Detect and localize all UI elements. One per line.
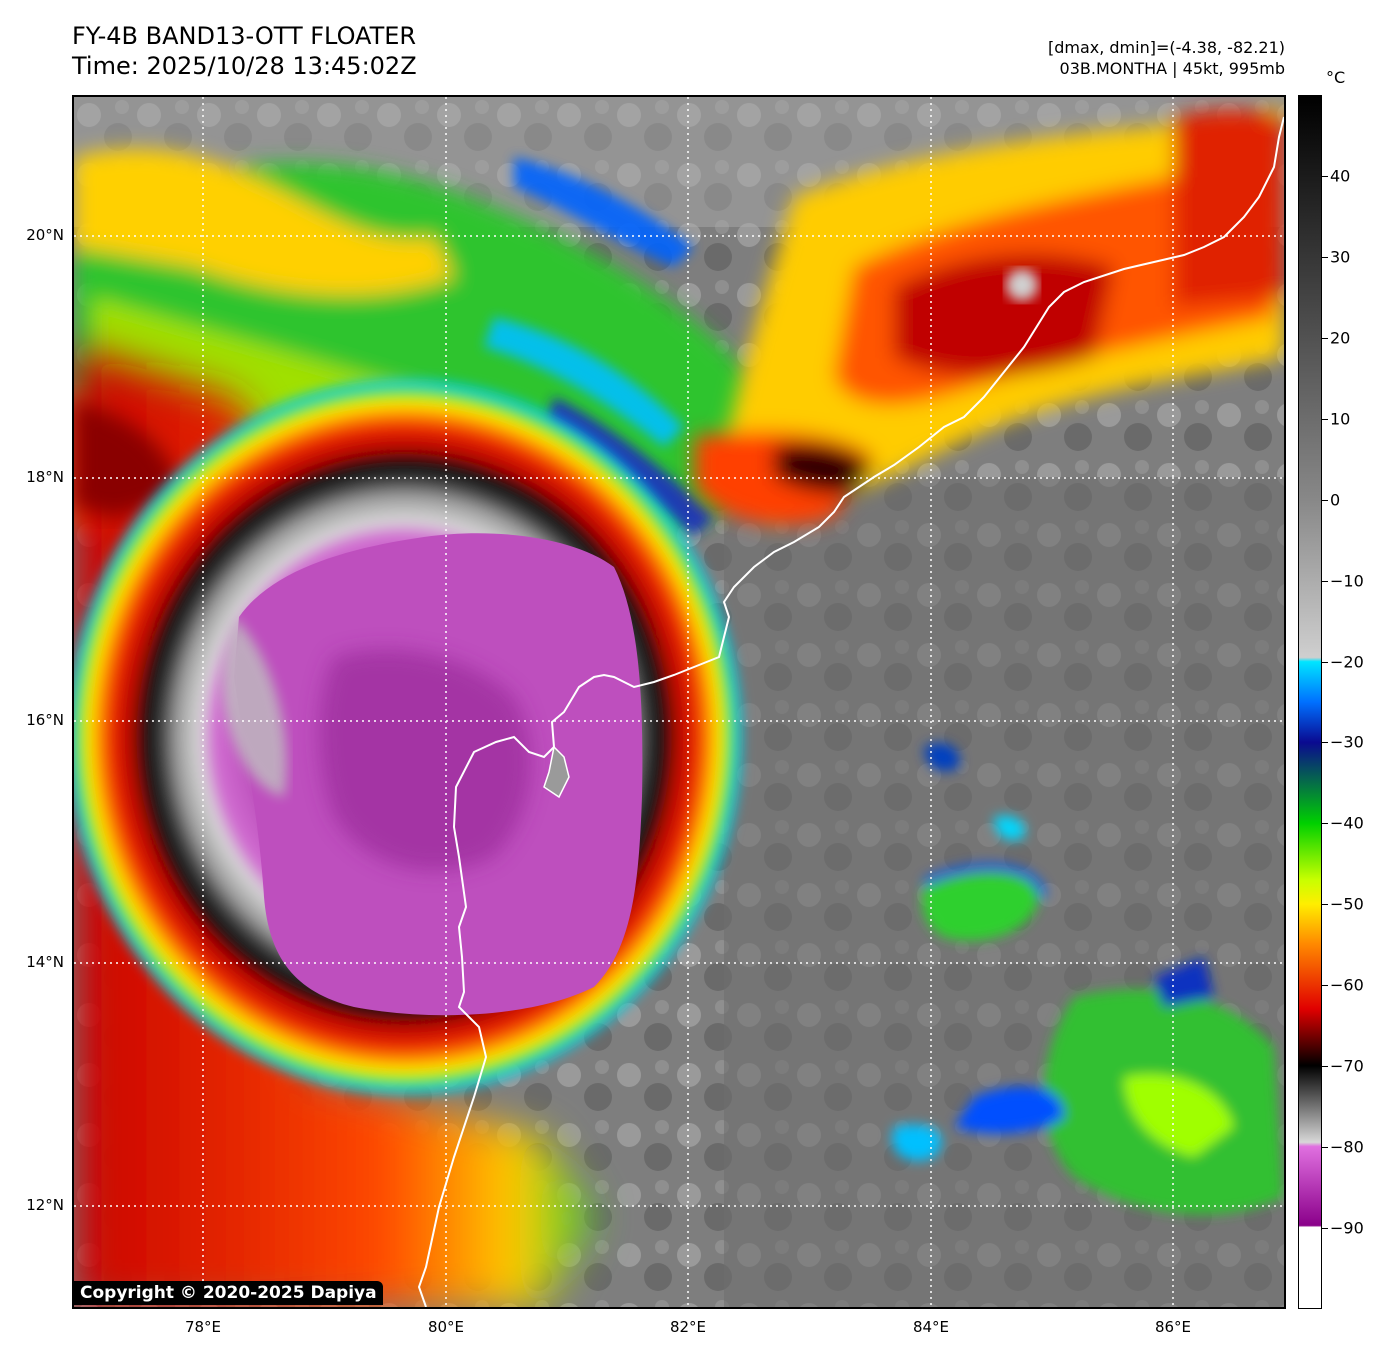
colorbar-tick bbox=[1322, 985, 1328, 987]
map-title: FY-4B BAND13-OTT FLOATER bbox=[72, 22, 417, 50]
colorbar-label: 30 bbox=[1330, 247, 1351, 267]
colorbar-label: 20 bbox=[1330, 328, 1351, 348]
colorbar-label: −20 bbox=[1330, 652, 1364, 672]
lat-label-14n: 14°N bbox=[26, 953, 64, 971]
colorbar-tick bbox=[1322, 175, 1328, 177]
lon-label-82e: 82°E bbox=[669, 1318, 707, 1336]
graticule bbox=[74, 97, 1284, 1307]
colorbar-tick bbox=[1322, 904, 1328, 906]
colorbar-tick bbox=[1322, 499, 1328, 501]
colorbar-label: −80 bbox=[1330, 1137, 1364, 1157]
colorbar-label: −40 bbox=[1330, 813, 1364, 833]
colorbar-tick bbox=[1322, 256, 1328, 258]
lon-label-84e: 84°E bbox=[912, 1318, 950, 1336]
colorbar-tick bbox=[1322, 418, 1328, 420]
colorbar-label: −70 bbox=[1330, 1056, 1364, 1076]
lat-label-16n: 16°N bbox=[26, 711, 64, 729]
colorbar-label: 10 bbox=[1330, 409, 1351, 429]
lon-label-80e: 80°E bbox=[427, 1318, 465, 1336]
colorbar-tick bbox=[1322, 1147, 1328, 1149]
colorbar-label: −60 bbox=[1330, 975, 1364, 995]
copyright-badge: Copyright © 2020-2025 Dapiya bbox=[74, 1281, 383, 1305]
coastline bbox=[417, 116, 1284, 1307]
colorbar-unit: °C bbox=[1326, 68, 1346, 87]
colorbar-tick bbox=[1322, 1228, 1328, 1230]
lon-label-86e: 86°E bbox=[1154, 1318, 1192, 1336]
colorbar-tick bbox=[1322, 580, 1328, 582]
colorbar-tick bbox=[1322, 661, 1328, 663]
lat-label-18n: 18°N bbox=[26, 468, 64, 486]
colorbar-label: −10 bbox=[1330, 571, 1364, 591]
colorbar-tick bbox=[1322, 742, 1328, 744]
satellite-map[interactable] bbox=[72, 95, 1286, 1309]
colorbar-tick bbox=[1322, 337, 1328, 339]
colorbar-label: −30 bbox=[1330, 732, 1364, 752]
colorbar-label: −90 bbox=[1330, 1218, 1364, 1238]
dmax-dmin-readout: [dmax, dmin]=(-4.38, -82.21) bbox=[1047, 38, 1285, 57]
timestamp: Time: 2025/10/28 13:45:02Z bbox=[72, 52, 417, 80]
colorbar bbox=[1298, 95, 1322, 1309]
colorbar-label: −50 bbox=[1330, 894, 1364, 914]
lat-label-12n: 12°N bbox=[26, 1196, 64, 1214]
colorbar-tick bbox=[1322, 823, 1328, 825]
colorbar-label: 0 bbox=[1330, 490, 1341, 510]
colorbar-tick bbox=[1322, 1066, 1328, 1068]
storm-info: 03B.MONTHA | 45kt, 995mb bbox=[1059, 59, 1285, 78]
lat-label-20n: 20°N bbox=[26, 226, 64, 244]
lon-label-78e: 78°E bbox=[184, 1318, 222, 1336]
map-canvas bbox=[74, 97, 1284, 1307]
colorbar-label: 40 bbox=[1330, 166, 1351, 186]
